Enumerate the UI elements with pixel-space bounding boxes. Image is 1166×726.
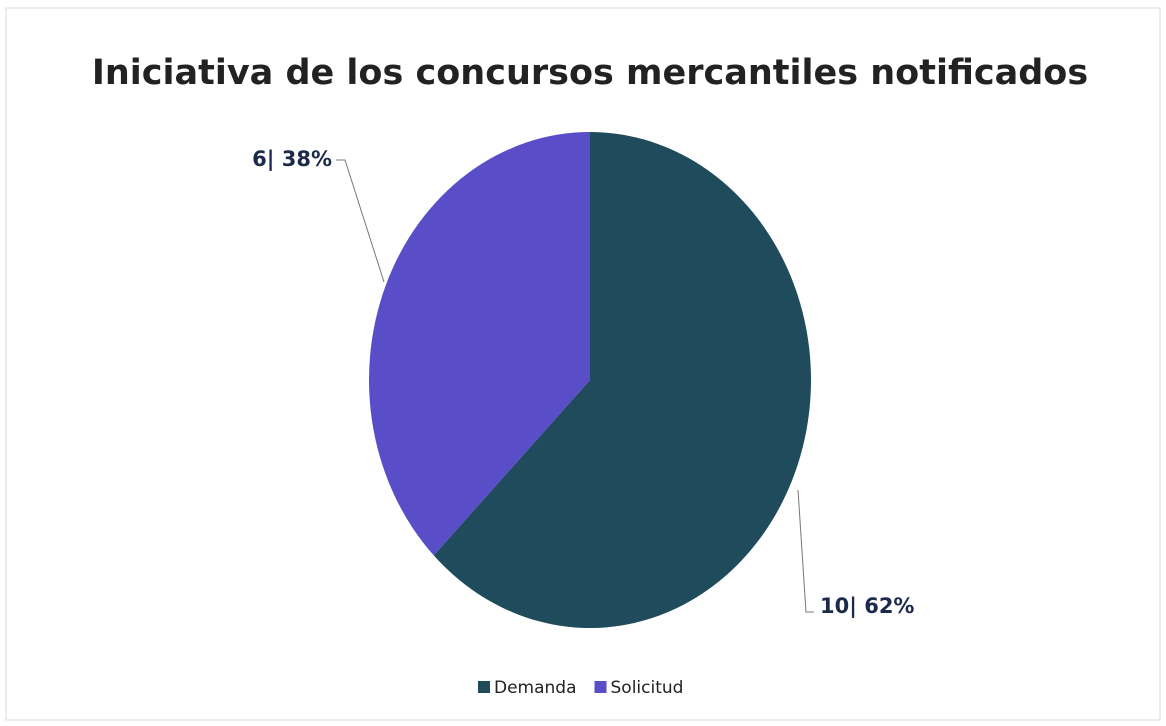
legend-label: Demanda xyxy=(494,678,577,698)
pie-slice xyxy=(433,132,811,628)
pie xyxy=(369,132,811,628)
legend-label: Solicitud xyxy=(611,678,684,698)
data-label: 10| 62% xyxy=(820,594,914,619)
legend-swatch xyxy=(594,681,607,693)
legend: Demanda Solicitud xyxy=(478,678,683,698)
leader-line xyxy=(336,159,385,283)
chart-title: Iniciativa de los concursos mercantiles … xyxy=(92,53,1088,93)
legend-swatch xyxy=(478,681,490,693)
data-label: 6| 38% xyxy=(252,147,332,172)
pie-slice xyxy=(369,132,590,556)
leader-line xyxy=(797,489,814,613)
